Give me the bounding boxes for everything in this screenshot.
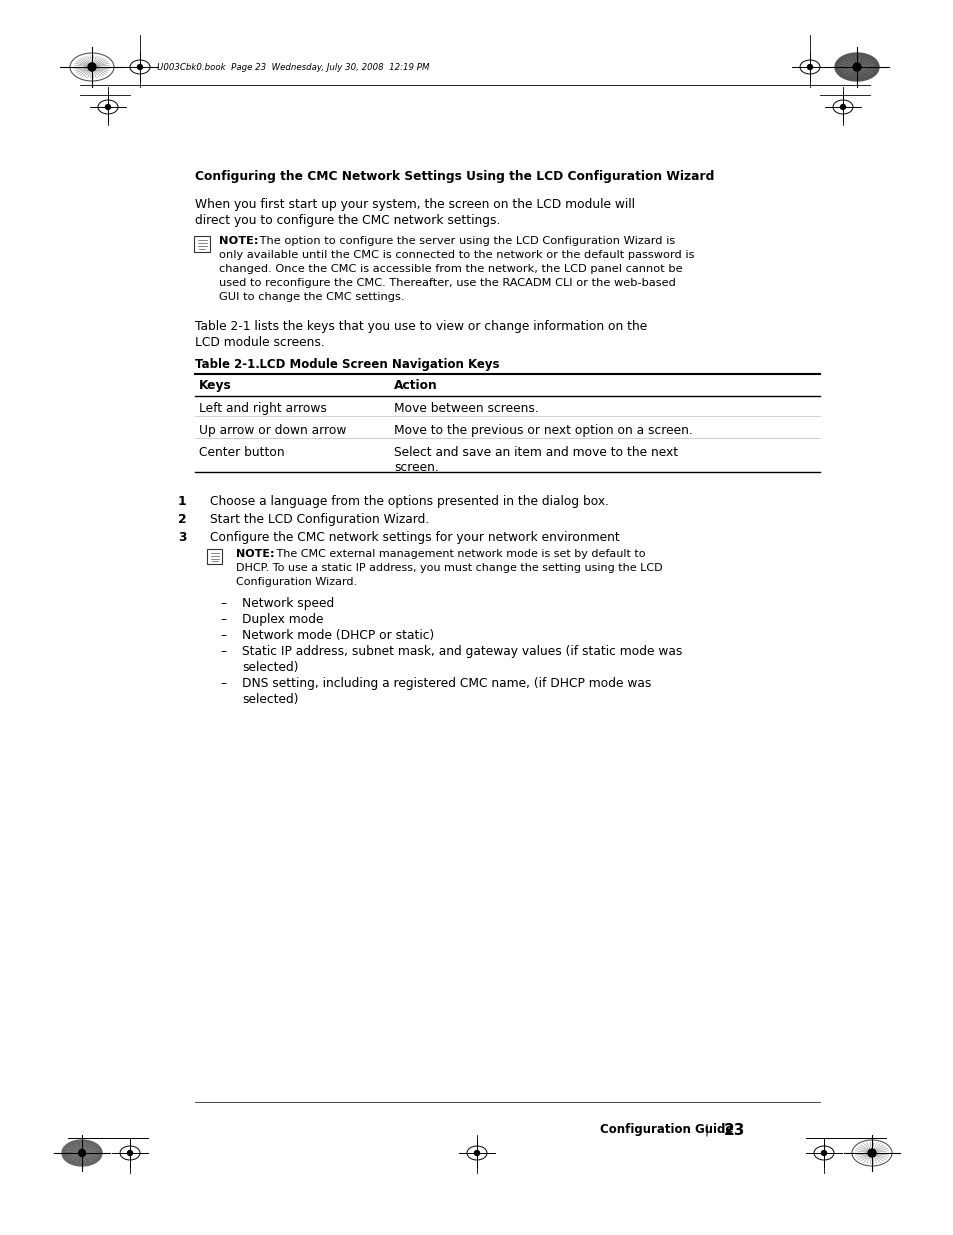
Text: LCD module screens.: LCD module screens. [194,336,324,350]
Text: Action: Action [394,379,437,391]
Text: Static IP address, subnet mask, and gateway values (if static mode was: Static IP address, subnet mask, and gate… [242,645,681,658]
Text: Choose a language from the options presented in the dialog box.: Choose a language from the options prese… [210,495,608,508]
Text: 3: 3 [178,531,186,543]
Ellipse shape [834,53,878,82]
Text: DHCP. To use a static IP address, you must change the setting using the LCD: DHCP. To use a static IP address, you mu… [235,563,662,573]
Text: Select and save an item and move to the next: Select and save an item and move to the … [394,446,678,459]
Text: direct you to configure the CMC network settings.: direct you to configure the CMC network … [194,214,500,227]
Circle shape [128,1151,132,1156]
Text: Move to the previous or next option on a screen.: Move to the previous or next option on a… [394,424,692,437]
Ellipse shape [62,1140,102,1166]
Text: 2: 2 [178,513,187,526]
Text: LCD Module Screen Navigation Keys: LCD Module Screen Navigation Keys [247,358,499,370]
Text: Duplex mode: Duplex mode [242,613,323,626]
Circle shape [106,105,111,110]
Text: –: – [220,597,226,610]
Circle shape [840,105,844,110]
Text: Configure the CMC network settings for your network environment: Configure the CMC network settings for y… [210,531,619,543]
Circle shape [867,1149,875,1157]
Text: U003Cbk0.book  Page 23  Wednesday, July 30, 2008  12:19 PM: U003Cbk0.book Page 23 Wednesday, July 30… [157,63,429,72]
Circle shape [806,64,812,69]
Text: Table 2-1.: Table 2-1. [194,358,259,370]
Text: selected): selected) [242,661,298,674]
Text: screen.: screen. [394,461,438,474]
Text: selected): selected) [242,693,298,706]
Circle shape [474,1151,479,1156]
Circle shape [137,64,142,69]
Text: 1: 1 [178,495,187,508]
Text: Move between screens.: Move between screens. [394,403,538,415]
Circle shape [78,1150,86,1156]
Circle shape [852,63,861,70]
Text: –: – [220,629,226,642]
FancyBboxPatch shape [208,548,222,563]
Text: Configuring the CMC Network Settings Using the LCD Configuration Wizard: Configuring the CMC Network Settings Usi… [194,170,714,183]
Text: The option to configure the server using the LCD Configuration Wizard is: The option to configure the server using… [255,236,675,246]
Text: When you first start up your system, the screen on the LCD module will: When you first start up your system, the… [194,198,635,211]
Text: |: | [704,1123,708,1136]
Circle shape [88,63,96,70]
Text: 23: 23 [723,1123,744,1137]
Text: Configuration Wizard.: Configuration Wizard. [235,577,356,587]
Text: NOTE:: NOTE: [235,550,274,559]
Text: The CMC external management network mode is set by default to: The CMC external management network mode… [273,550,645,559]
Text: only available until the CMC is connected to the network or the default password: only available until the CMC is connecte… [219,249,694,261]
Text: Network speed: Network speed [242,597,334,610]
Text: Center button: Center button [199,446,284,459]
Text: Table 2-1 lists the keys that you use to view or change information on the: Table 2-1 lists the keys that you use to… [194,320,646,333]
Text: Left and right arrows: Left and right arrows [199,403,327,415]
Text: –: – [220,613,226,626]
Text: GUI to change the CMC settings.: GUI to change the CMC settings. [219,291,404,303]
Text: changed. Once the CMC is accessible from the network, the LCD panel cannot be: changed. Once the CMC is accessible from… [219,264,682,274]
Text: used to reconfigure the CMC. Thereafter, use the RACADM CLI or the web-based: used to reconfigure the CMC. Thereafter,… [219,278,675,288]
Text: NOTE:: NOTE: [219,236,258,246]
Text: Up arrow or down arrow: Up arrow or down arrow [199,424,346,437]
Circle shape [821,1151,825,1156]
Text: Network mode (DHCP or static): Network mode (DHCP or static) [242,629,434,642]
Text: Start the LCD Configuration Wizard.: Start the LCD Configuration Wizard. [210,513,429,526]
Text: –: – [220,677,226,690]
Text: DNS setting, including a registered CMC name, (if DHCP mode was: DNS setting, including a registered CMC … [242,677,651,690]
FancyBboxPatch shape [194,236,211,252]
Text: –: – [220,645,226,658]
Text: Keys: Keys [199,379,232,391]
Text: Configuration Guide: Configuration Guide [599,1123,733,1136]
